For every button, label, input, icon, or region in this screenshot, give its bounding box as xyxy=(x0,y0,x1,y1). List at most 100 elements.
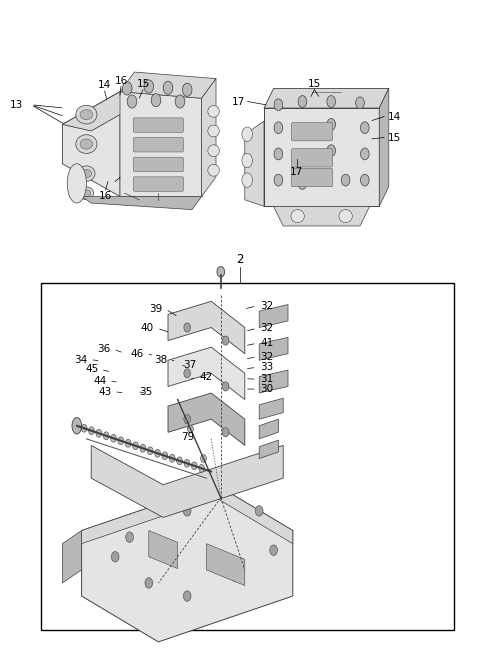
Ellipse shape xyxy=(78,166,95,181)
Polygon shape xyxy=(259,305,288,328)
Text: 16: 16 xyxy=(114,76,128,86)
Circle shape xyxy=(162,452,168,460)
Circle shape xyxy=(274,174,283,186)
Circle shape xyxy=(360,122,369,134)
Polygon shape xyxy=(274,206,370,226)
Ellipse shape xyxy=(242,173,252,187)
Polygon shape xyxy=(120,92,202,196)
Polygon shape xyxy=(82,196,202,210)
Polygon shape xyxy=(62,531,82,583)
Text: 43: 43 xyxy=(98,386,111,397)
Ellipse shape xyxy=(81,170,92,178)
Circle shape xyxy=(360,174,369,186)
Text: 15: 15 xyxy=(136,79,150,89)
Text: 45: 45 xyxy=(85,364,98,375)
Text: 35: 35 xyxy=(139,386,153,397)
Circle shape xyxy=(103,432,109,440)
Ellipse shape xyxy=(242,153,252,168)
Ellipse shape xyxy=(339,210,352,223)
Polygon shape xyxy=(82,485,293,544)
Text: 14: 14 xyxy=(98,81,111,90)
Circle shape xyxy=(217,267,225,277)
Polygon shape xyxy=(149,531,178,569)
Ellipse shape xyxy=(76,135,97,153)
FancyBboxPatch shape xyxy=(133,118,183,132)
Circle shape xyxy=(140,444,146,452)
Ellipse shape xyxy=(80,139,93,149)
Circle shape xyxy=(231,571,239,582)
Circle shape xyxy=(151,94,161,107)
Ellipse shape xyxy=(208,164,219,176)
Polygon shape xyxy=(264,88,389,108)
Ellipse shape xyxy=(72,418,82,434)
Ellipse shape xyxy=(242,127,252,141)
Circle shape xyxy=(169,455,175,462)
Ellipse shape xyxy=(80,109,93,120)
Ellipse shape xyxy=(208,105,219,117)
Ellipse shape xyxy=(76,105,97,124)
Circle shape xyxy=(89,427,95,435)
Circle shape xyxy=(222,382,229,391)
Polygon shape xyxy=(149,79,216,98)
Circle shape xyxy=(127,95,137,108)
Polygon shape xyxy=(259,419,278,439)
Ellipse shape xyxy=(67,164,86,203)
Text: 39: 39 xyxy=(149,304,162,314)
Circle shape xyxy=(125,440,131,447)
Circle shape xyxy=(183,506,191,516)
Bar xyxy=(41,283,454,630)
Ellipse shape xyxy=(208,145,219,157)
Polygon shape xyxy=(82,485,293,642)
Circle shape xyxy=(122,82,132,95)
Text: 17: 17 xyxy=(290,167,303,177)
Circle shape xyxy=(81,424,87,432)
Text: 15: 15 xyxy=(308,79,321,89)
Circle shape xyxy=(183,591,191,601)
Polygon shape xyxy=(149,98,202,196)
Text: 32: 32 xyxy=(260,323,274,333)
Polygon shape xyxy=(259,398,283,419)
Text: 38: 38 xyxy=(154,354,167,365)
Circle shape xyxy=(327,119,336,130)
Circle shape xyxy=(274,122,283,134)
FancyBboxPatch shape xyxy=(133,138,183,152)
Circle shape xyxy=(274,148,283,160)
FancyBboxPatch shape xyxy=(291,122,333,141)
Text: 36: 36 xyxy=(97,344,110,354)
Circle shape xyxy=(360,148,369,160)
Circle shape xyxy=(327,145,336,157)
Polygon shape xyxy=(168,393,245,445)
FancyBboxPatch shape xyxy=(133,177,183,191)
Ellipse shape xyxy=(79,187,94,200)
Text: 16: 16 xyxy=(99,191,112,201)
Circle shape xyxy=(184,323,191,332)
Circle shape xyxy=(192,462,197,470)
Circle shape xyxy=(126,532,133,542)
Text: 40: 40 xyxy=(141,323,154,333)
Polygon shape xyxy=(245,121,264,206)
Circle shape xyxy=(163,81,173,94)
Circle shape xyxy=(327,96,336,107)
Ellipse shape xyxy=(208,125,219,137)
Circle shape xyxy=(147,447,153,455)
Text: 34: 34 xyxy=(74,354,87,365)
Text: 32: 32 xyxy=(260,352,274,362)
Circle shape xyxy=(201,455,206,462)
Circle shape xyxy=(222,428,229,437)
Circle shape xyxy=(298,178,307,189)
Text: 46: 46 xyxy=(131,348,144,359)
Text: 31: 31 xyxy=(260,374,274,384)
Circle shape xyxy=(298,96,307,107)
Text: 30: 30 xyxy=(260,384,273,394)
Text: 37: 37 xyxy=(183,360,197,370)
Polygon shape xyxy=(120,72,216,98)
Circle shape xyxy=(184,459,190,467)
Ellipse shape xyxy=(82,190,91,196)
Text: 44: 44 xyxy=(93,375,107,386)
Text: 14: 14 xyxy=(388,111,401,122)
FancyBboxPatch shape xyxy=(133,157,183,172)
Polygon shape xyxy=(62,92,149,131)
Polygon shape xyxy=(62,92,120,196)
Circle shape xyxy=(184,415,191,424)
Text: 79: 79 xyxy=(181,432,195,441)
